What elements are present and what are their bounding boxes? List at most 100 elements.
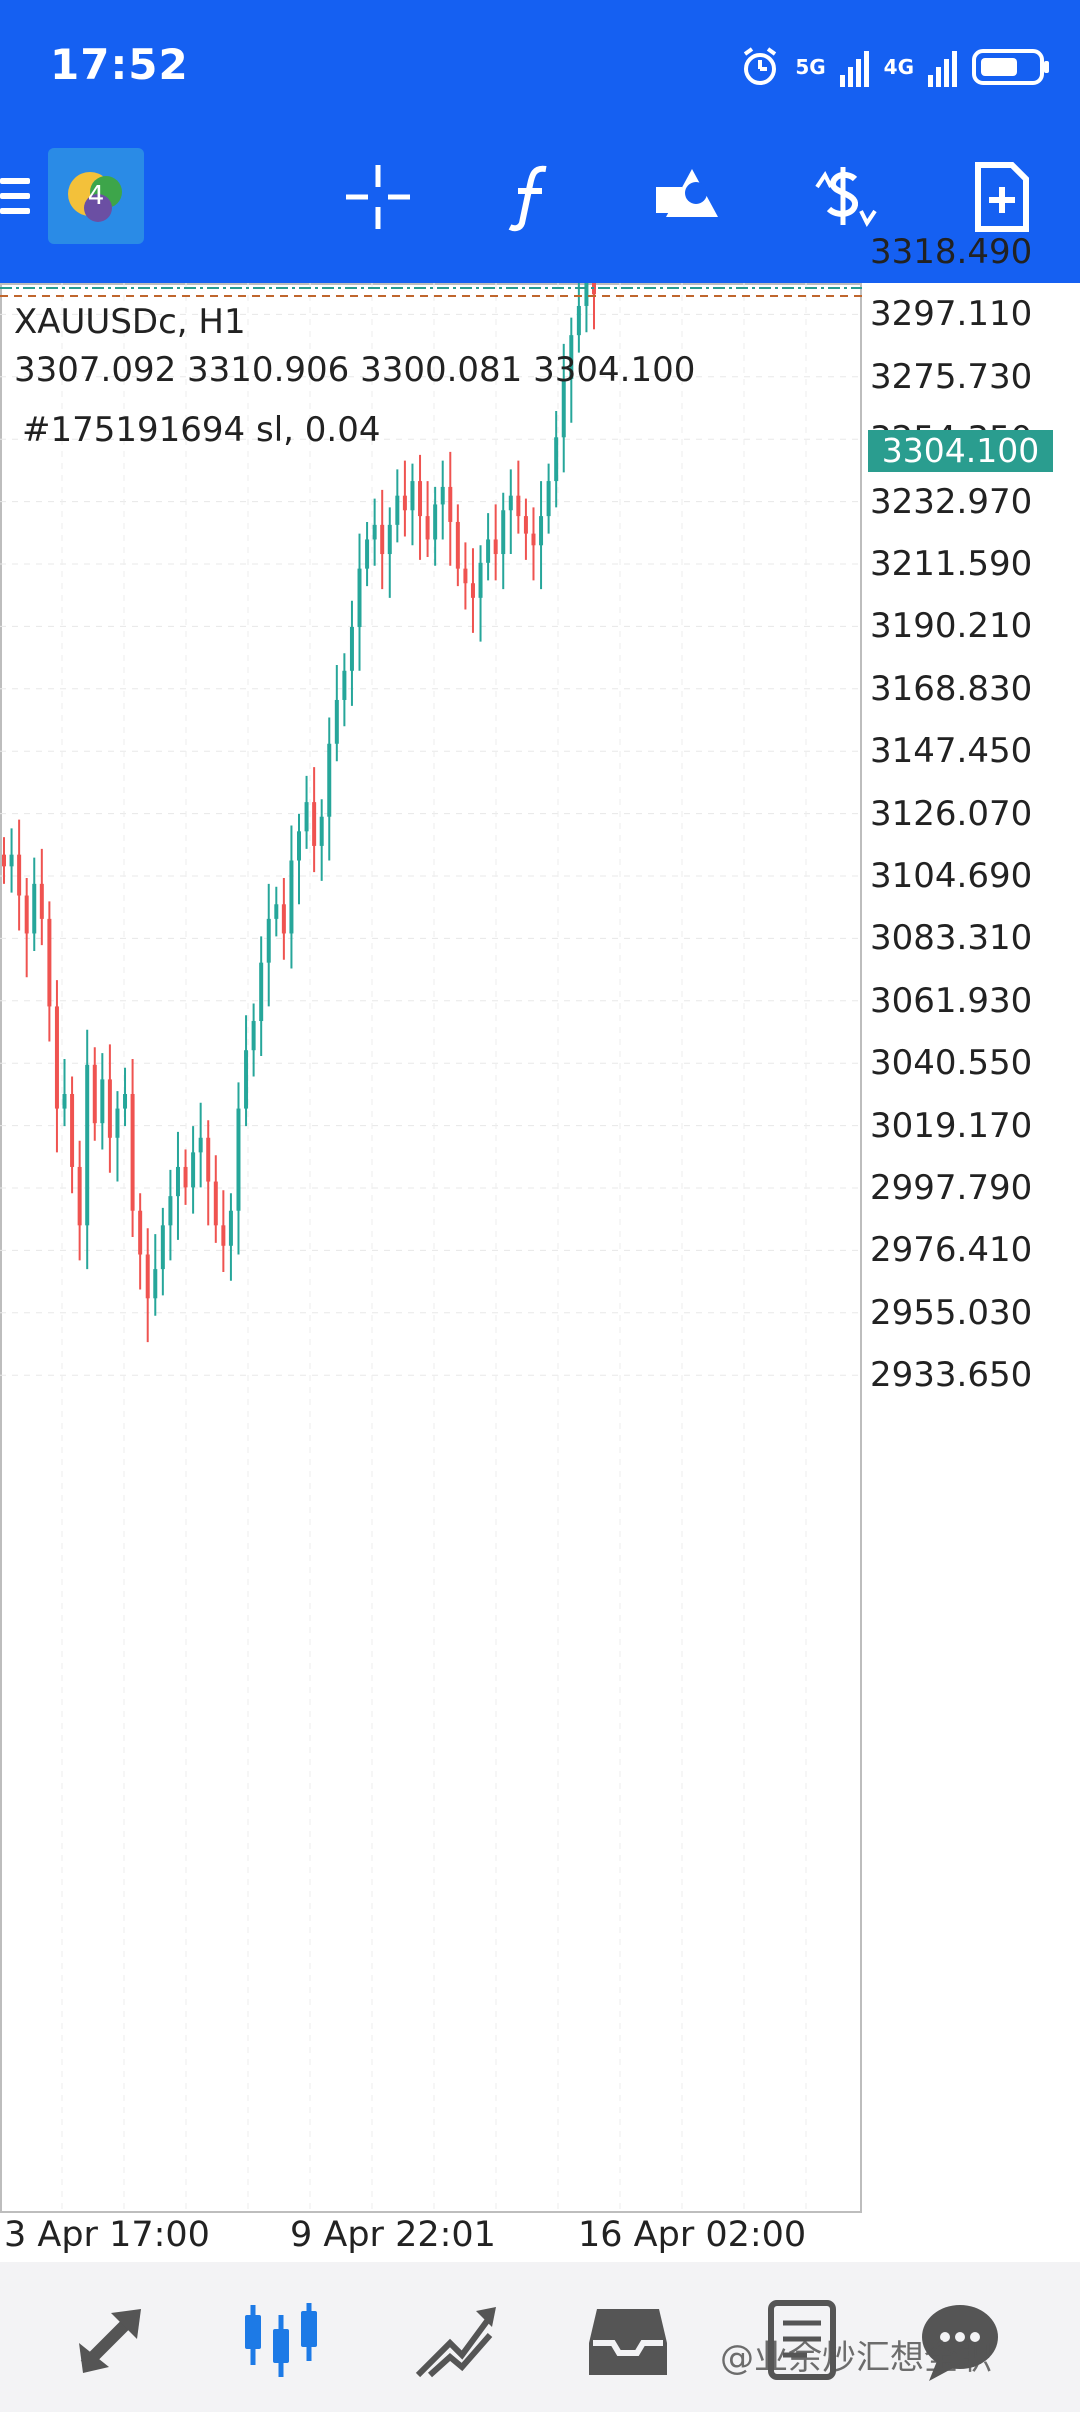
- candle-body: [327, 743, 332, 817]
- candle-body: [561, 378, 566, 438]
- price-tick-label: 2955.030: [870, 1292, 1033, 1333]
- candle-body: [145, 1254, 150, 1299]
- price-tick-label: 3040.550: [870, 1043, 1033, 1084]
- order-line-label[interactable]: #175191694 sl, 0.04: [22, 410, 381, 450]
- history-tab[interactable]: [583, 2295, 673, 2385]
- symbol-label: XAUUSDc, H1: [14, 302, 246, 342]
- candle-body: [508, 495, 513, 511]
- crosshair-button[interactable]: [333, 152, 423, 242]
- candle-body: [175, 1166, 180, 1197]
- price-tick-label: 3318.490: [870, 232, 1033, 272]
- candles-icon: [245, 2303, 317, 2377]
- candle-body: [153, 1269, 158, 1299]
- candle-body: [357, 568, 362, 628]
- price-tick-label: 3232.970: [870, 481, 1033, 522]
- signal-icon: [839, 51, 869, 87]
- indicators-button[interactable]: [487, 152, 577, 242]
- candle-body: [123, 1093, 128, 1109]
- candle-body: [24, 895, 29, 934]
- objects-button[interactable]: [643, 152, 733, 242]
- price-tick-label: 3297.110: [870, 294, 1033, 335]
- price-tick-label: 3147.450: [870, 731, 1033, 772]
- ohlc-label: 3307.092 3310.906 3300.081 3304.100: [14, 350, 696, 390]
- news-tab[interactable]: [757, 2295, 847, 2385]
- quotes-icon: [79, 2309, 141, 2373]
- candle-body: [418, 481, 423, 517]
- shapes-icon: [656, 169, 718, 217]
- candle-body: [312, 802, 317, 846]
- candle-body: [266, 918, 271, 963]
- candle-body: [77, 1166, 82, 1226]
- candle-body: [410, 481, 415, 511]
- new-document-icon: [975, 162, 1029, 232]
- inbox-icon: [589, 2309, 667, 2375]
- price-tick-label: 3083.310: [870, 918, 1033, 959]
- news-icon: [768, 2300, 836, 2380]
- price-chart[interactable]: [0, 283, 862, 2213]
- chart-frame[interactable]: [0, 283, 862, 2213]
- candle-body: [274, 904, 279, 919]
- price-tick-label: 3104.690: [870, 856, 1033, 896]
- time-tick-label: 9 Apr 22:01: [290, 2215, 496, 2255]
- candle-body: [554, 437, 559, 482]
- app-logo[interactable]: 4: [48, 148, 144, 244]
- watermark-text: @业余炒汇想全职: [720, 2338, 992, 2378]
- candle-body: [546, 481, 551, 517]
- candle-body: [32, 883, 37, 934]
- candle-body: [228, 1210, 233, 1246]
- price-axis[interactable]: 3318.4903297.1103275.7303254.3503232.970…: [862, 232, 1080, 2213]
- price-tick-label: 3019.170: [870, 1105, 1033, 1146]
- price-tick-label: 3061.930: [870, 980, 1033, 1021]
- alarm-icon: [744, 47, 777, 85]
- candle-body: [70, 1093, 75, 1167]
- candle-body: [387, 524, 392, 555]
- candle-body: [478, 562, 483, 598]
- candle-body: [440, 486, 445, 505]
- symbol-change-button[interactable]: [800, 152, 890, 242]
- candle-body: [523, 516, 528, 534]
- candle-body: [395, 495, 400, 525]
- candle-body: [365, 539, 370, 569]
- chat-icon: [922, 2305, 998, 2381]
- messages-tab[interactable]: [915, 2295, 1005, 2385]
- new-order-button[interactable]: [957, 152, 1047, 242]
- candle-body: [39, 883, 44, 919]
- candle-body: [584, 283, 589, 306]
- candle-body: [92, 1064, 97, 1124]
- price-tick-label: 3275.730: [870, 356, 1033, 397]
- candle-body: [54, 1006, 59, 1109]
- time-tick-label: 16 Apr 02:00: [578, 2215, 807, 2255]
- chart-tab[interactable]: [237, 2295, 327, 2385]
- crosshair-icon: [346, 165, 410, 229]
- price-tick-label: 2976.410: [870, 1230, 1033, 1271]
- candle-body: [493, 539, 498, 555]
- candle-body: [9, 854, 14, 867]
- candle-body: [289, 860, 294, 934]
- current-price-tag: 3304.100: [868, 430, 1053, 472]
- candle-body: [592, 283, 596, 295]
- candle-body: [569, 335, 574, 379]
- trade-tab[interactable]: [410, 2295, 500, 2385]
- candle-body: [138, 1210, 143, 1255]
- top-bar: [0, 0, 1080, 283]
- candle-body: [297, 831, 301, 861]
- quotes-tab[interactable]: [65, 2295, 155, 2385]
- candle-body: [62, 1093, 67, 1109]
- candle-body: [501, 510, 506, 555]
- trend-icon: [415, 2307, 496, 2378]
- candle-body: [206, 1137, 211, 1182]
- candle-body: [516, 495, 521, 517]
- candle-body: [576, 305, 581, 336]
- network-5g-label: 5G: [795, 55, 826, 79]
- candle-body: [115, 1108, 120, 1138]
- price-tick-label: 3211.590: [870, 544, 1033, 584]
- status-time: 17:52: [50, 40, 189, 89]
- price-tick-label: 3126.070: [870, 793, 1033, 834]
- candle-body: [236, 1108, 241, 1211]
- candle-body: [486, 539, 491, 563]
- candle-body: [334, 699, 339, 744]
- price-tick-label: 3168.830: [870, 668, 1033, 709]
- candle-body: [191, 1152, 196, 1188]
- candle-body: [251, 1021, 256, 1051]
- menu-button[interactable]: [0, 170, 34, 222]
